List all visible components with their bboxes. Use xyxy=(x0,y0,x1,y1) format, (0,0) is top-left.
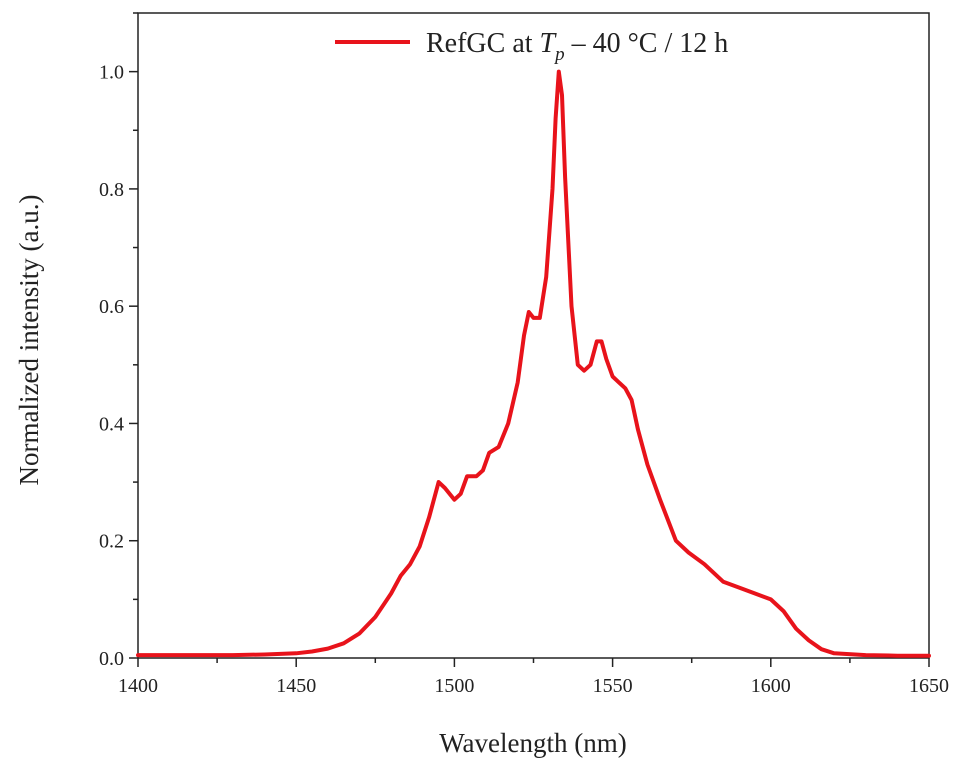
legend-var-sub: p xyxy=(553,44,565,65)
x-tick-label: 1650 xyxy=(909,675,949,697)
legend: RefGC at Tp – 40 °C / 12 h xyxy=(335,28,728,65)
y-tick-label: 1.0 xyxy=(99,62,124,84)
x-tick-label: 1600 xyxy=(751,675,791,697)
legend-prefix: RefGC at xyxy=(426,28,540,59)
legend-label: RefGC at Tp – 40 °C / 12 h xyxy=(426,28,728,65)
y-tick-label: 0.0 xyxy=(99,648,124,670)
y-tick-label: 0.2 xyxy=(99,531,124,553)
x-axis-ticks: 1400 1450 1500 1550 1600 1650 xyxy=(118,658,949,697)
x-axis-label: Wavelength (nm) xyxy=(439,728,627,758)
y-tick-label: 0.4 xyxy=(99,413,124,435)
x-tick-label: 1550 xyxy=(593,675,633,697)
legend-suffix: – 40 °C / 12 h xyxy=(565,28,729,59)
y-tick-label: 0.8 xyxy=(99,179,124,201)
plot-area xyxy=(137,12,930,659)
y-axis-label: Normalized intensity (a.u.) xyxy=(14,195,44,486)
y-axis-ticks: 0.0 0.2 0.4 0.6 0.8 1.0 xyxy=(99,12,138,670)
x-tick-label: 1500 xyxy=(434,675,474,697)
x-tick-label: 1450 xyxy=(276,675,316,697)
series-line xyxy=(136,69,931,658)
x-tick-label: 1400 xyxy=(118,675,158,697)
y-tick-label: 0.6 xyxy=(99,296,124,318)
legend-var-main: T xyxy=(540,28,558,59)
